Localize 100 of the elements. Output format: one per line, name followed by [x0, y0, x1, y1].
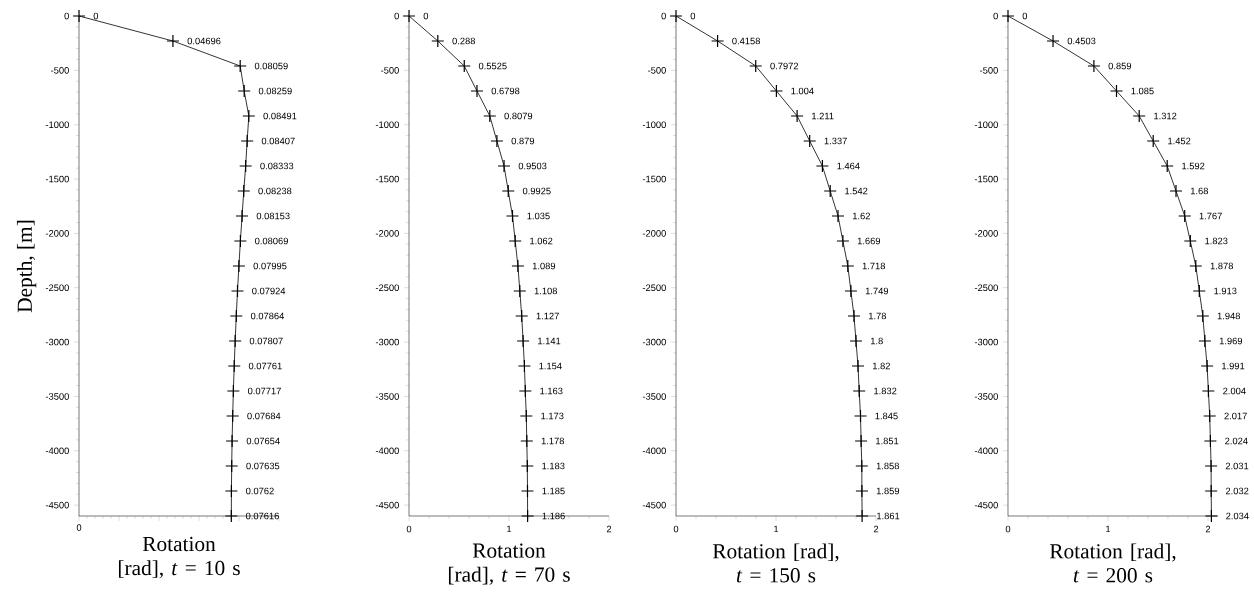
y-tick-label: -500	[648, 67, 666, 74]
data-label: 1.68	[1190, 187, 1209, 195]
x-tick-label: 1	[1106, 525, 1111, 533]
y-tick-label: -3000	[375, 338, 399, 346]
data-label: 1.832	[874, 387, 897, 395]
y-tick-label: -4500	[642, 501, 666, 509]
y-tick-label: -4000	[974, 447, 998, 455]
y-tick-label: -3000	[45, 338, 69, 346]
data-label: 1.211	[812, 112, 834, 120]
data-label: 0.6798	[491, 87, 520, 95]
y-tick-label: -4000	[375, 447, 399, 455]
y-tick-label: -2500	[45, 284, 69, 292]
data-label: 1.969	[1219, 337, 1243, 345]
data-label: 1.767	[1199, 212, 1222, 220]
y-tick-label: -1000	[642, 121, 666, 128]
data-label: 1.062	[530, 237, 553, 245]
data-label: 0	[690, 12, 696, 20]
data-label: 1.878	[1210, 262, 1234, 270]
y-tick-label: -2500	[375, 284, 399, 292]
data-label: 1.851	[876, 437, 899, 445]
data-label: 2.032	[1225, 487, 1249, 495]
data-label: 1.312	[1154, 112, 1177, 120]
data-label: 0.08259	[258, 87, 292, 95]
data-label: 0.5525	[478, 62, 507, 70]
data-label: 1.089	[532, 262, 556, 270]
data-label: 1.858	[876, 462, 900, 470]
y-tick-label: -4000	[45, 447, 69, 455]
x-tick-label: 0	[1005, 525, 1011, 533]
data-label: 2.034	[1226, 512, 1249, 520]
data-label: 0.04696	[187, 37, 221, 45]
data-label: 0.07995	[253, 262, 287, 270]
data-label: 1.913	[1214, 287, 1237, 295]
x-tick-label: 1	[774, 525, 779, 533]
y-tick-label: 0	[993, 12, 998, 20]
data-label: 2.004	[1223, 387, 1246, 395]
data-label: 1.542	[845, 187, 868, 195]
data-label: 0.08069	[255, 237, 288, 245]
data-label: 1.035	[527, 212, 550, 220]
data-label: 1.859	[876, 487, 900, 495]
y-tick-label: -3500	[642, 393, 666, 400]
data-label: 0.07924	[252, 287, 286, 295]
data-label: 1.464	[837, 162, 860, 170]
y-tick-label: -2500	[974, 284, 998, 292]
data-label: 2.017	[1224, 412, 1247, 420]
data-label: 0	[1022, 12, 1028, 20]
data-label: 0	[423, 12, 429, 20]
y-tick-label: -2000	[375, 230, 399, 237]
data-label: 0.7972	[770, 62, 799, 70]
data-label: 0.4158	[732, 37, 760, 45]
data-label: 1.004	[791, 87, 814, 95]
data-label: 1.154	[539, 362, 562, 370]
data-label: 1.108	[534, 287, 558, 295]
data-label: 0.07654	[246, 437, 280, 445]
data-label: 0.07616	[245, 512, 279, 520]
y-tick-label: -3000	[642, 338, 666, 346]
y-tick-label: -1000	[375, 121, 399, 128]
data-label: 0.859	[1108, 62, 1132, 70]
y-tick-label: -3500	[45, 393, 69, 400]
y-tick-label: -1500	[642, 175, 666, 183]
data-label: 0.07717	[247, 387, 281, 395]
data-label: 1.173	[541, 412, 564, 420]
y-tick-label: 0	[394, 12, 399, 20]
x-tick-label: 0	[673, 525, 679, 533]
y-tick-label: -500	[980, 67, 998, 74]
data-label: 1.78	[868, 312, 887, 320]
y-tick-label: -4500	[45, 501, 69, 509]
y-tick-label: -500	[51, 67, 69, 74]
data-label: 0.288	[452, 37, 476, 45]
data-label: 1.163	[540, 387, 563, 395]
data-label: 2.024	[1225, 437, 1248, 445]
y-axis-title: Depth, [m]	[16, 220, 37, 313]
y-tick-label: -1500	[974, 175, 998, 183]
data-label: 1.669	[857, 237, 881, 245]
data-label: 0.08491	[263, 112, 297, 120]
data-label: 1.337	[824, 137, 847, 145]
y-tick-label: -2000	[642, 230, 666, 237]
y-tick-label: -1000	[974, 121, 998, 128]
x-tick-label: 0	[406, 525, 412, 533]
y-tick-label: -4500	[375, 501, 399, 509]
data-label: 1.62	[852, 212, 870, 220]
data-label: 1.085	[1131, 87, 1154, 95]
data-label: 0	[93, 12, 99, 20]
data-label: 1.823	[1205, 237, 1228, 245]
data-label: 0.08059	[254, 62, 288, 70]
x-axis-title: Rotation [rad], t = 70 s	[448, 543, 570, 585]
y-tick-label: -1500	[375, 175, 399, 183]
data-label: 1.991	[1222, 362, 1245, 370]
data-label: 1.82	[872, 362, 890, 370]
data-label: 1.141	[538, 337, 561, 345]
y-tick-label: -500	[381, 67, 399, 74]
y-tick-label: -3500	[974, 393, 998, 400]
y-tick-label: 0	[64, 12, 69, 20]
data-label: 0.08333	[260, 162, 294, 170]
y-tick-label: -1500	[45, 175, 69, 183]
data-label: 0.08153	[256, 212, 290, 220]
data-label: 0.0762	[246, 487, 274, 495]
y-tick-label: -3500	[375, 393, 399, 400]
y-tick-label: -4000	[642, 447, 666, 455]
data-label: 0.9503	[518, 162, 547, 170]
x-axis-title: Rotation [rad], t = 10 s	[118, 536, 240, 579]
